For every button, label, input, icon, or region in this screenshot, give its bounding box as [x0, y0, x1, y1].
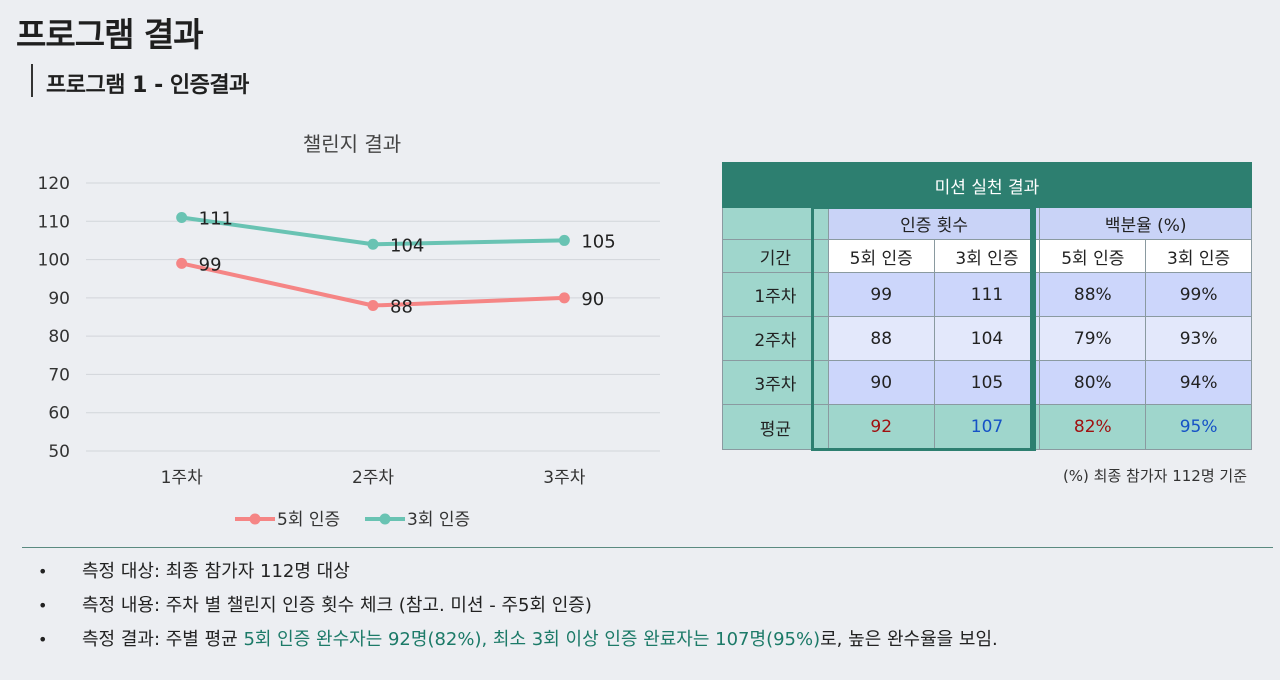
cell-count-5: 90: [827, 360, 935, 405]
column-header-count-3: 3회 인증: [933, 239, 1041, 273]
bullet-tail: 로, 높은 완수율을 보임.: [820, 629, 998, 650]
y-tick-label: 90: [48, 289, 70, 309]
y-tick-label: 100: [38, 251, 70, 271]
data-label: 111: [199, 208, 233, 229]
legend-swatch-dot: [379, 513, 391, 525]
legend-label: 3회 인증: [407, 510, 470, 530]
y-tick-label: 120: [38, 174, 70, 194]
row-period: 3주차: [722, 360, 829, 405]
header-empty-cell: [722, 207, 829, 240]
bullet-dot: •: [38, 630, 48, 649]
group-header-count: 인증 횟수: [827, 207, 1041, 240]
table-footnote: (%) 최종 참가자 112명 기준: [1062, 467, 1247, 485]
group-header-percent: 백분율 (%): [1039, 207, 1252, 240]
cell-count-3: 111: [933, 272, 1041, 317]
list-item: • 측정 대상: 최종 참가자 112명 대상: [38, 559, 998, 593]
avg-percent-5: 82%: [1039, 404, 1147, 450]
avg-count-5: 92: [827, 404, 935, 450]
cell-percent-3: 93%: [1145, 316, 1252, 361]
y-tick-label: 80: [48, 327, 70, 347]
legend-swatch-dot: [249, 513, 261, 525]
data-label: 99: [199, 254, 222, 275]
table-row: 2주차 88 104 79% 93%: [722, 316, 1252, 361]
list-item: • 측정 결과: 주별 평균 5회 인증 완수자는 92명(82%), 최소 3…: [38, 627, 998, 661]
row-period: 1주차: [722, 272, 829, 317]
bullet-dot: •: [38, 596, 48, 615]
y-tick-label: 60: [48, 404, 70, 424]
avg-percent-3: 95%: [1145, 404, 1252, 450]
table-row: 1주차 99 111 88% 99%: [722, 272, 1252, 317]
chart-title: 챌린지 결과: [303, 132, 401, 156]
data-point: [176, 211, 188, 223]
bullet-text: 측정 내용: 주차 별 챌린지 인증 횟수 체크 (참고. 미션 - 주5회 인…: [82, 595, 592, 616]
data-point: [176, 257, 188, 269]
page-title: 프로그램 결과: [16, 15, 204, 54]
column-header-count-5: 5회 인증: [827, 239, 935, 273]
table-caption: 미션 실천 결과: [722, 162, 1252, 208]
mission-result-table: 미션 실천 결과 인증 횟수 백분율 (%) 기간 5회 인증 3회 인증 5회…: [722, 162, 1252, 450]
group-divider: [1033, 206, 1036, 451]
series-line-1: [181, 261, 565, 308]
summary-bullets: • 측정 대상: 최종 참가자 112명 대상 • 측정 내용: 주차 별 챌린…: [38, 559, 998, 661]
x-tick-label: 3주차: [543, 468, 585, 488]
challenge-line-chart: 챌린지 결과 50 60 70 80 90 100 110 120 1주차 2주차 3주차 99 88 90…: [38, 132, 660, 530]
cell-percent-3: 94%: [1145, 360, 1252, 405]
cell-percent-5: 80%: [1039, 360, 1147, 405]
x-tick-label: 1주차: [161, 468, 203, 488]
cell-count-5: 99: [827, 272, 935, 317]
section-divider-bar: [31, 64, 33, 97]
data-point: [367, 300, 379, 312]
data-point: [558, 292, 570, 304]
y-tick-label: 70: [48, 365, 70, 385]
column-header-percent-3: 3회 인증: [1145, 239, 1252, 273]
bullet-text: 측정 결과: 주별 평균: [82, 629, 244, 650]
avg-count-3: 107: [933, 404, 1041, 450]
cell-count-3: 105: [933, 360, 1041, 405]
data-point: [367, 238, 379, 250]
cell-count-5: 88: [827, 316, 935, 361]
data-label: 88: [390, 297, 413, 318]
legend-label: 5회 인증: [277, 510, 340, 530]
cell-percent-3: 99%: [1145, 272, 1252, 317]
data-label: 90: [581, 289, 604, 310]
data-label: 105: [581, 231, 615, 252]
row-period: 평균: [722, 404, 829, 450]
bullet-highlight: 5회 인증 완수자는 92명(82%), 최소 3회 이상 인증 완료자는 10…: [243, 629, 821, 650]
data-label: 104: [390, 235, 424, 256]
data-point: [558, 234, 570, 246]
y-tick-label: 50: [48, 442, 70, 462]
cell-percent-5: 79%: [1039, 316, 1147, 361]
table-average-row: 평균 92 107 82% 95%: [722, 404, 1252, 450]
section-title: 프로그램 1 - 인증결과: [46, 73, 249, 98]
x-tick-label: 2주차: [352, 468, 394, 488]
bullet-text: 측정 대상: 최종 참가자 112명 대상: [82, 561, 350, 582]
cell-percent-5: 88%: [1039, 272, 1147, 317]
cell-count-3: 104: [933, 316, 1041, 361]
column-header-period: 기간: [722, 239, 829, 273]
table-row: 3주차 90 105 80% 94%: [722, 360, 1252, 405]
y-tick-label: 110: [38, 212, 70, 232]
section-rule: [22, 547, 1273, 548]
bullet-dot: •: [38, 562, 48, 581]
row-period: 2주차: [722, 316, 829, 361]
column-header-percent-5: 5회 인증: [1039, 239, 1147, 273]
list-item: • 측정 내용: 주차 별 챌린지 인증 횟수 체크 (참고. 미션 - 주5회…: [38, 593, 998, 627]
